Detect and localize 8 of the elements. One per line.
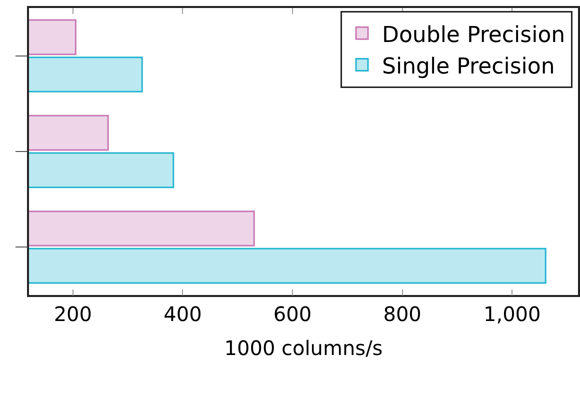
x-tick-label: 1,000 bbox=[483, 302, 541, 326]
x-tick-label: 800 bbox=[383, 302, 422, 326]
legend-label: Single Precision bbox=[382, 54, 555, 80]
legend-label: Double Precision bbox=[382, 22, 566, 48]
x-tick-label: 400 bbox=[164, 302, 202, 326]
x-tick-label: 600 bbox=[273, 302, 312, 326]
x-tick-label: 200 bbox=[54, 302, 92, 326]
x-axis-title: 1000 columns/s bbox=[224, 336, 383, 360]
